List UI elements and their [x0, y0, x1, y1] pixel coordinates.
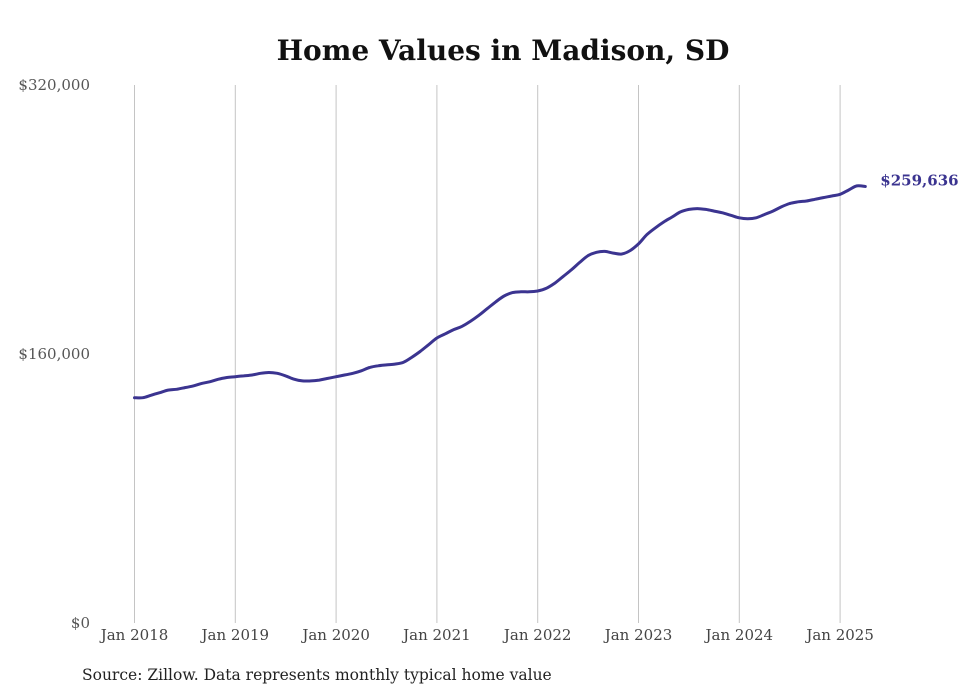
- x-tick-label: Jan 2018: [99, 626, 169, 644]
- x-axis-ticks: Jan 2018 Jan 2019 Jan 2020 Jan 2021 Jan 2022…: [99, 626, 874, 644]
- y-tick-label: $0: [71, 614, 90, 632]
- series-layer: $259,636: [133, 171, 959, 400]
- y-axis-ticks: $0 $160,000 $320,000: [18, 76, 90, 632]
- x-tick-label: Jan 2022: [502, 626, 572, 644]
- source-note: Source: Zillow. Data represents monthly …: [82, 666, 552, 684]
- home-value-line: [133, 184, 867, 400]
- x-tick-label: Jan 2023: [603, 626, 673, 644]
- chart-title: Home Values in Madison, SD: [277, 34, 730, 67]
- end-value-label: $259,636: [880, 171, 958, 189]
- x-tick-label: Jan 2020: [300, 626, 370, 644]
- x-tick-label: Jan 2024: [704, 626, 774, 644]
- x-tick-label: Jan 2021: [401, 626, 471, 644]
- y-tick-label: $160,000: [18, 345, 90, 363]
- x-tick-label: Jan 2019: [200, 626, 270, 644]
- gridlines: [134, 85, 841, 623]
- x-tick-label: Jan 2025: [804, 626, 874, 644]
- y-tick-label: $320,000: [18, 76, 90, 94]
